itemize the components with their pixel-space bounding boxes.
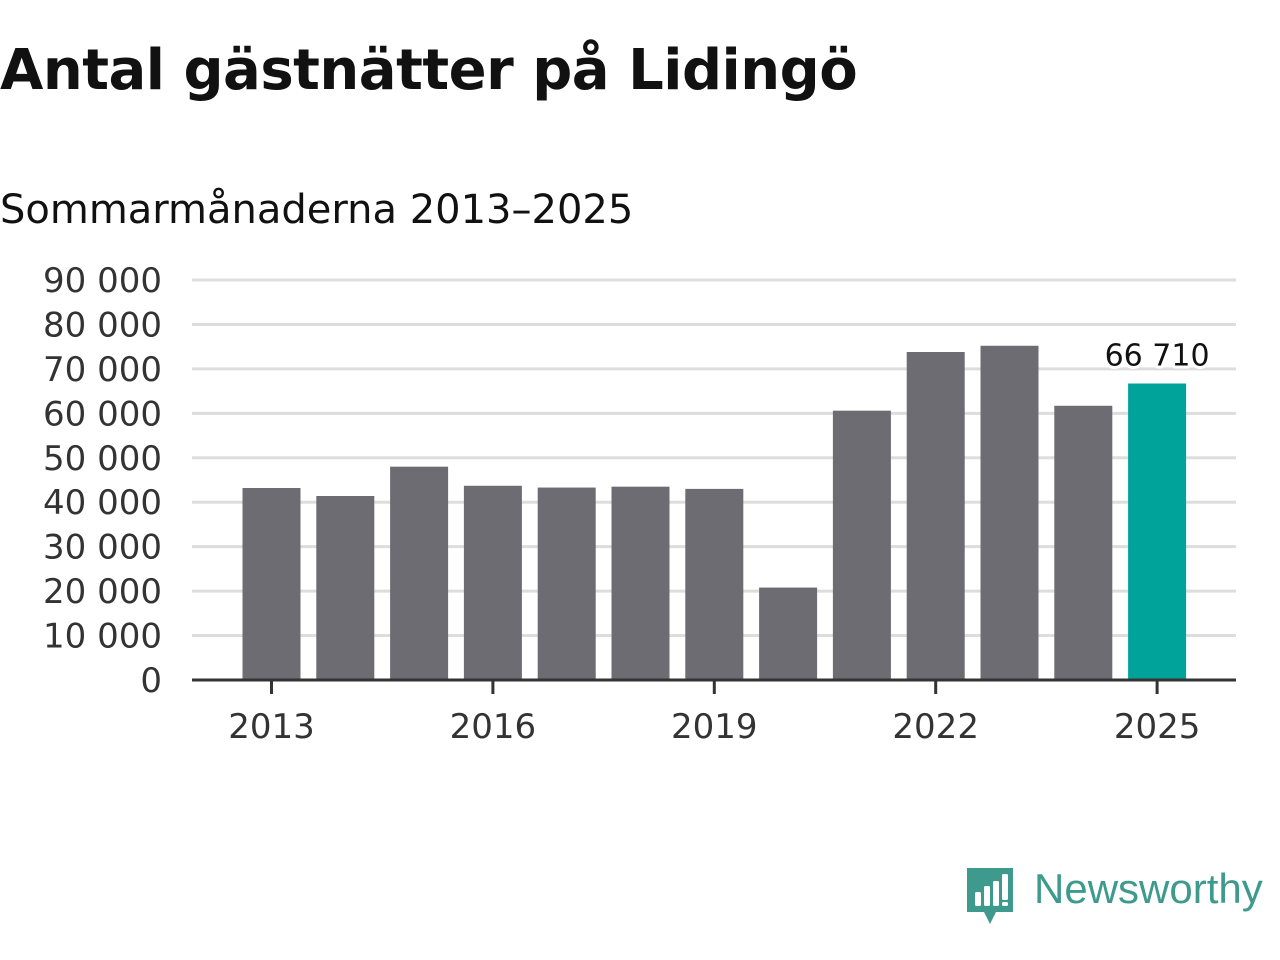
data-labels: 66 710 bbox=[1102, 336, 1213, 377]
y-tick-label: 50 000 bbox=[43, 439, 162, 479]
y-tick-label: 40 000 bbox=[43, 483, 162, 523]
bar-2023 bbox=[980, 345, 1039, 680]
x-axis: 2013 2016 2019 2022 2025 bbox=[192, 678, 1236, 747]
bar-2025 bbox=[1128, 383, 1187, 680]
y-tick-label: 10 000 bbox=[43, 617, 162, 657]
bar-2017 bbox=[537, 487, 596, 680]
bar-2019 bbox=[685, 488, 744, 680]
x-tick-label: 2016 bbox=[450, 707, 537, 747]
bar-2015 bbox=[390, 466, 449, 680]
y-tick-label: 80 000 bbox=[43, 305, 162, 345]
chart-title: Antal gästnätter på Lidingö bbox=[0, 38, 858, 103]
bar-2016 bbox=[463, 485, 522, 680]
chart-subtitle: Sommarmånaderna 2013–2025 bbox=[0, 187, 634, 233]
x-tick-label: 2019 bbox=[671, 707, 758, 747]
newsworthy-logo-icon bbox=[967, 868, 1013, 924]
y-tick-label: 30 000 bbox=[43, 528, 162, 568]
bar-2014 bbox=[316, 496, 375, 680]
x-tick-label: 2025 bbox=[1114, 707, 1201, 747]
x-tick-label: 2022 bbox=[892, 707, 979, 747]
y-tick-label: 0 bbox=[140, 661, 162, 701]
y-tick-label: 70 000 bbox=[43, 350, 162, 390]
brand: Newsworthy bbox=[964, 864, 1276, 928]
bar-2024 bbox=[1054, 405, 1113, 680]
bar-2022 bbox=[906, 352, 965, 680]
brand-name: Newsworthy bbox=[1034, 865, 1263, 912]
bar-2018 bbox=[611, 486, 670, 680]
bar-2021 bbox=[832, 410, 891, 680]
bar-2013 bbox=[242, 488, 301, 680]
y-tick-label: 90 000 bbox=[43, 261, 162, 301]
y-tick-label: 20 000 bbox=[43, 572, 162, 612]
x-tick-label: 2013 bbox=[228, 707, 315, 747]
bars bbox=[242, 345, 1187, 680]
bar-2020 bbox=[759, 587, 818, 680]
y-tick-label: 60 000 bbox=[43, 394, 162, 434]
data-label: 66 710 bbox=[1105, 339, 1210, 374]
